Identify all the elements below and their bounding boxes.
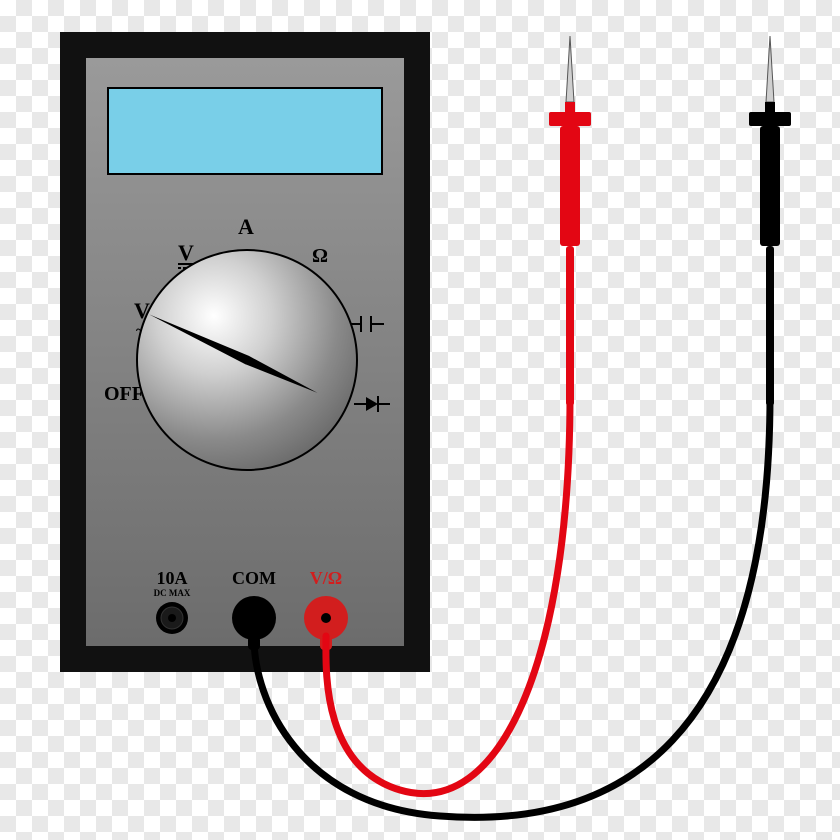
multimeter-illustration: OFFV~VAΩ 10ADC MAXCOMV/Ω — [0, 0, 840, 840]
svg-text:A: A — [238, 214, 254, 239]
svg-text:V/Ω: V/Ω — [310, 568, 342, 588]
lcd-screen — [108, 88, 382, 174]
svg-text:OFF: OFF — [104, 383, 144, 405]
svg-text:V: V — [178, 240, 194, 265]
svg-text:Ω: Ω — [312, 245, 328, 267]
red-probe[interactable] — [549, 36, 591, 406]
svg-text:10A: 10A — [157, 568, 188, 588]
svg-text:COM: COM — [232, 568, 276, 588]
black-probe[interactable] — [749, 36, 791, 406]
svg-text:DC MAX: DC MAX — [154, 588, 191, 598]
